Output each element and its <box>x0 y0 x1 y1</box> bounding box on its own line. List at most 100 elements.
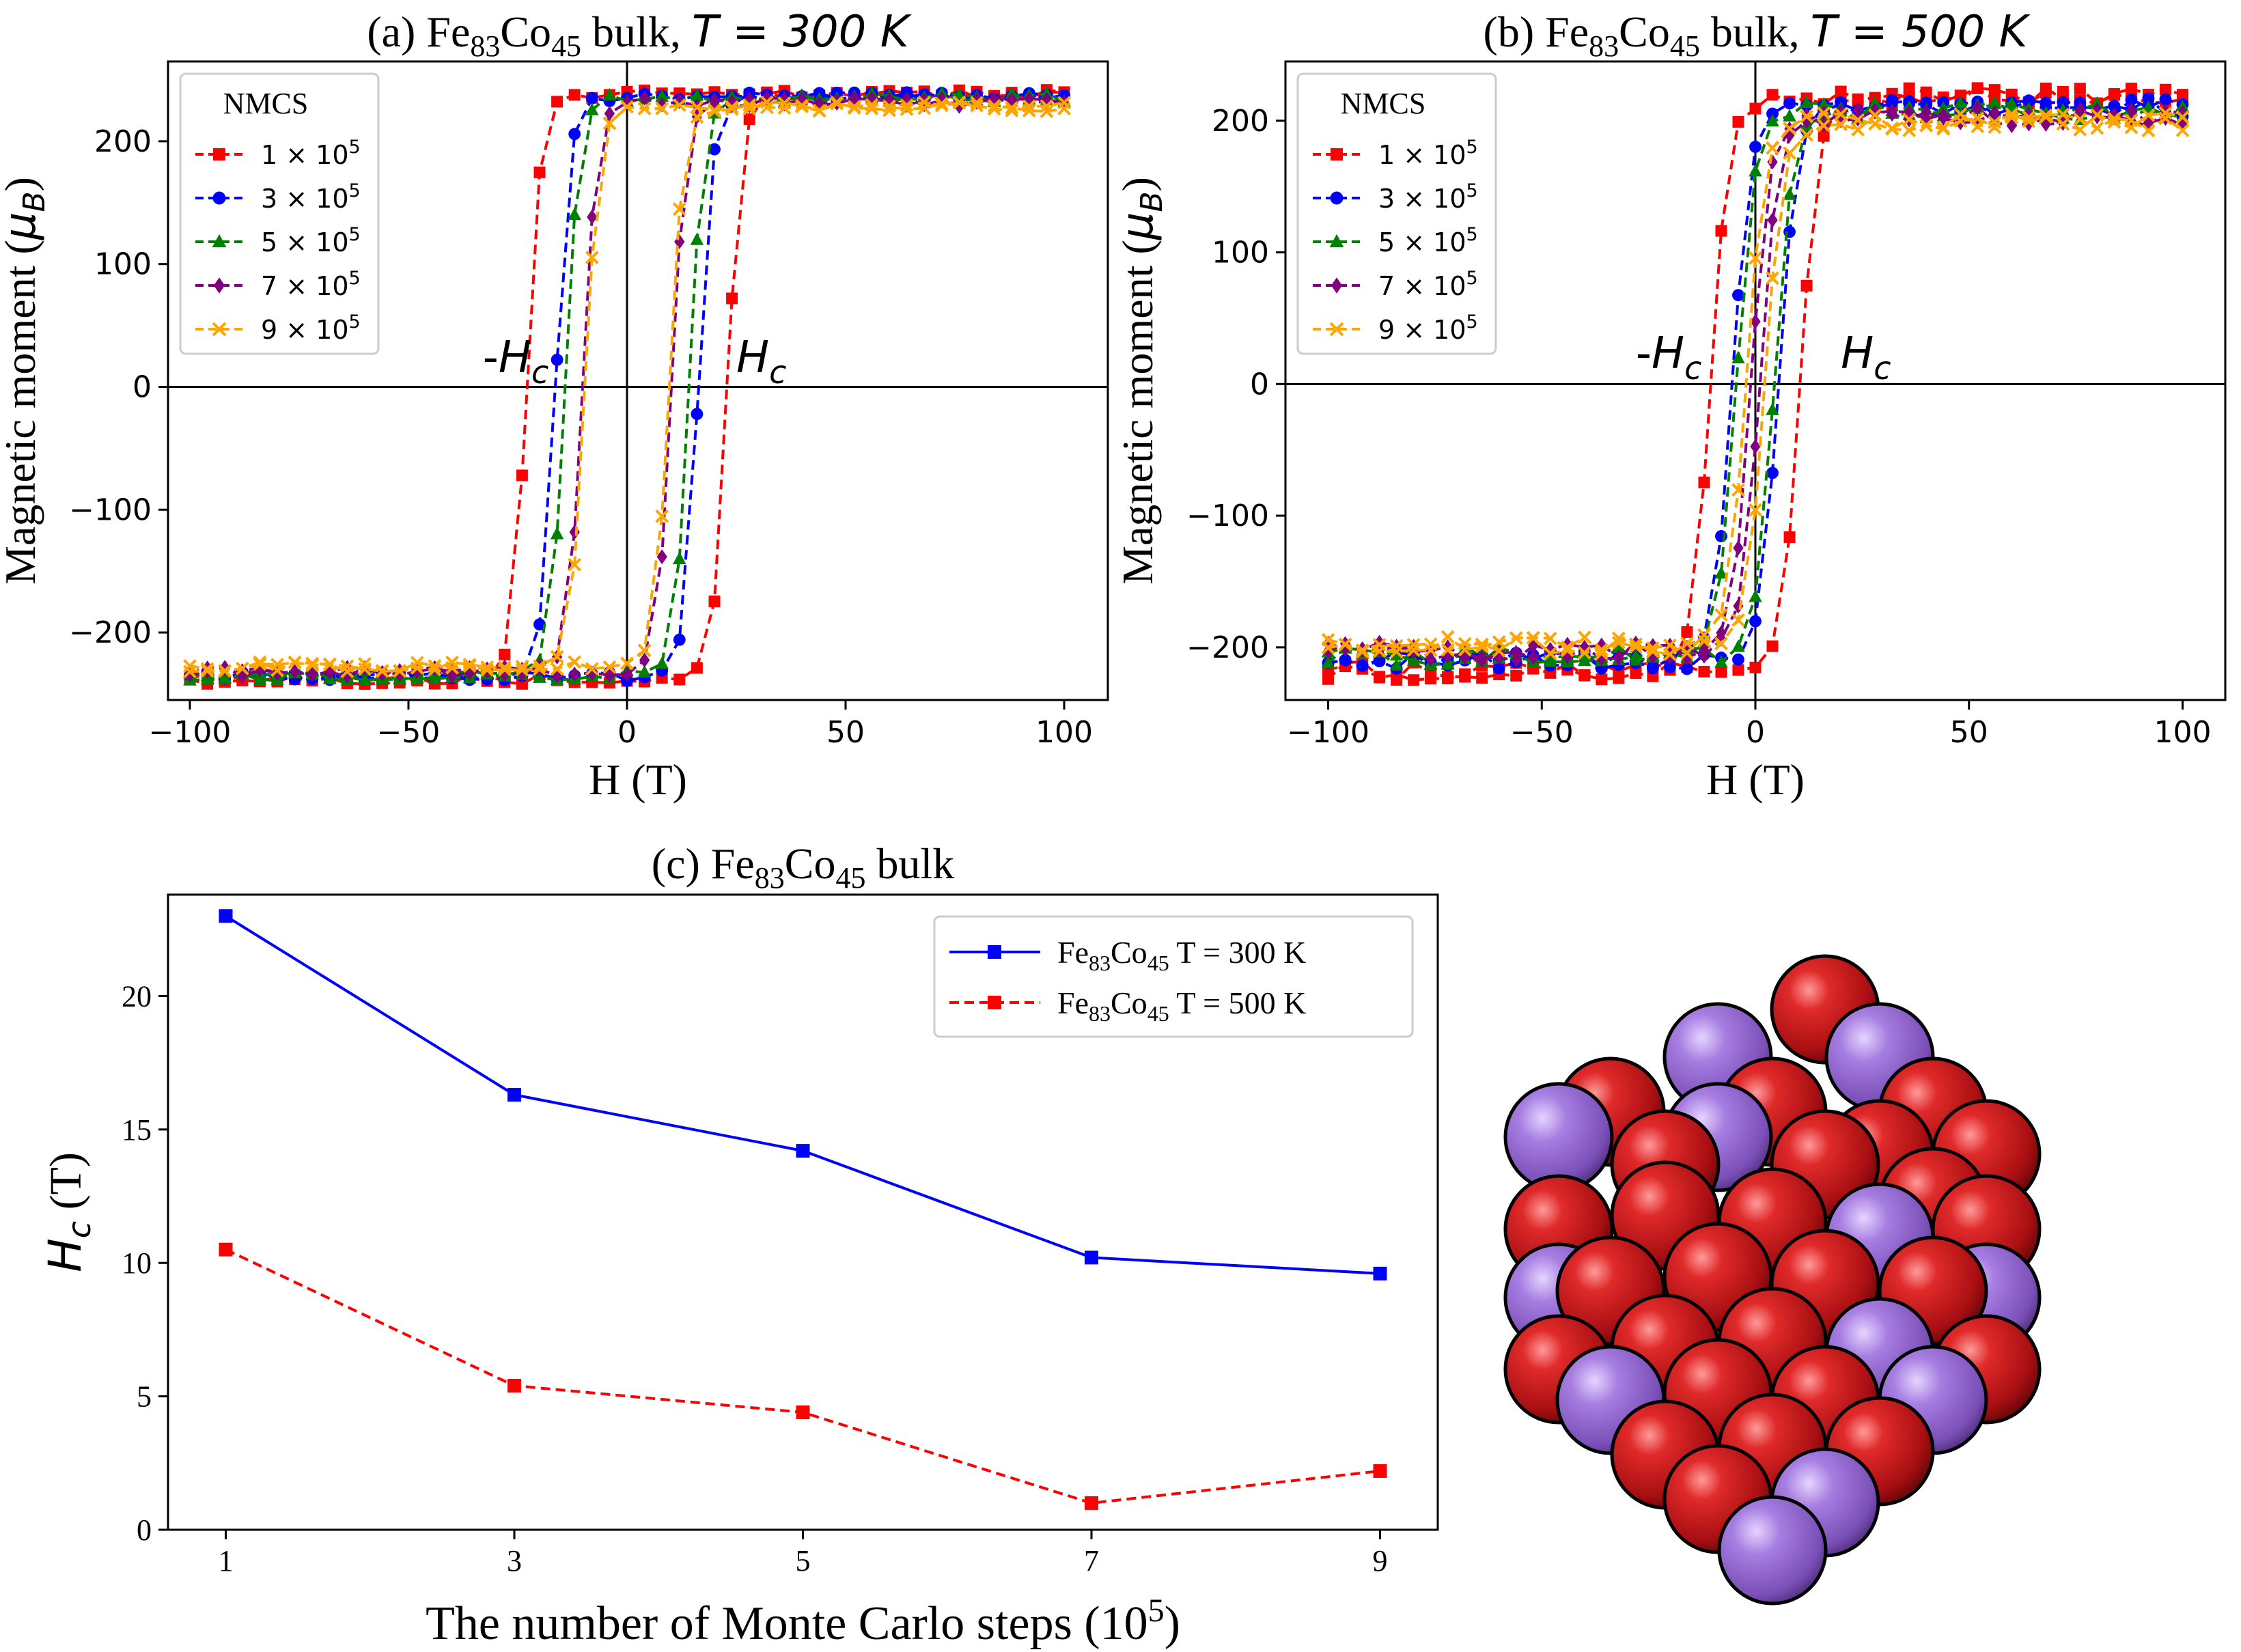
data-point <box>1389 658 1404 671</box>
data-point <box>1766 402 1779 415</box>
data-point <box>1834 107 1848 122</box>
data-point <box>1509 631 1523 645</box>
legend-marker <box>988 996 1001 1009</box>
data-point <box>1750 313 1761 329</box>
data-point <box>1024 94 1035 110</box>
data-point <box>725 100 739 114</box>
data-point <box>1321 656 1335 669</box>
data-point <box>690 88 704 101</box>
data-point <box>673 673 686 686</box>
data-point <box>1766 640 1779 652</box>
data-point <box>1662 638 1677 652</box>
data-point <box>952 96 966 110</box>
data-point <box>726 94 738 110</box>
text-part: Magnetic moment ( <box>1113 240 1162 585</box>
data-point <box>1869 104 1880 120</box>
text-part: 45 <box>551 29 581 63</box>
data-point <box>2141 108 2156 122</box>
data-point <box>1406 638 1421 652</box>
data-point <box>1579 640 1590 656</box>
x-tick-label: −100 <box>1287 715 1369 750</box>
data-point <box>1767 212 1778 228</box>
data-point <box>1697 628 1711 642</box>
data-point <box>1716 625 1727 641</box>
data-point <box>620 100 634 114</box>
data-point <box>1902 124 1917 137</box>
data-point <box>1458 643 1472 657</box>
data-point <box>656 549 667 565</box>
text-part: μ <box>0 212 46 241</box>
legend-item: 1 × 105 <box>1313 137 1478 170</box>
data-point <box>1578 649 1591 662</box>
data-point <box>1936 101 1950 114</box>
data-point <box>1903 82 1915 94</box>
data-point <box>2107 115 2121 129</box>
annotation-hc: -Hc <box>1636 328 1702 387</box>
legend-marker <box>988 945 1001 959</box>
data-point <box>507 1378 521 1392</box>
data-point <box>2159 83 2171 96</box>
text-part: 3 × 10 <box>1378 184 1466 214</box>
data-point <box>1560 643 1574 658</box>
text-part: 5 <box>1466 137 1478 158</box>
text-part: Co <box>785 839 836 888</box>
text-part: 1 × 10 <box>261 140 349 170</box>
text-part: 7 × 10 <box>261 271 349 301</box>
x-tick-label: 100 <box>1035 715 1093 750</box>
data-point <box>1477 650 1488 666</box>
data-point <box>1645 641 1660 655</box>
data-point <box>1714 636 1728 651</box>
data-point <box>585 102 599 115</box>
annotation-hc: Hc <box>1841 328 1891 387</box>
data-point <box>1698 476 1710 488</box>
data-point <box>1389 639 1404 653</box>
x-tick-label: 100 <box>2154 715 2211 750</box>
data-point <box>1732 653 1744 666</box>
data-point <box>410 656 424 670</box>
data-point <box>1443 648 1453 664</box>
legend-marker <box>212 322 227 337</box>
legend-item: 5 × 105 <box>195 224 361 257</box>
x-tick-label: 3 <box>507 1544 522 1578</box>
data-point <box>637 643 652 658</box>
data-point <box>1919 118 1934 132</box>
text-part: 5 <box>349 137 361 158</box>
data-point <box>2090 121 2104 135</box>
legend-box <box>179 72 380 355</box>
series-red <box>219 1242 1387 1510</box>
data-point <box>1953 114 1968 128</box>
text-part: 5 <box>349 268 361 289</box>
data-point <box>1406 653 1421 666</box>
legend-marker <box>1331 148 1343 160</box>
data-point <box>1731 613 1745 627</box>
data-point <box>1355 645 1369 659</box>
data-point <box>2039 108 2053 122</box>
data-point <box>497 660 512 675</box>
text-part: Co <box>1619 8 1670 56</box>
text-part: ) <box>1165 1597 1180 1650</box>
y-axis-label: Magnetic moment (μB) <box>0 177 52 585</box>
data-point <box>253 673 267 686</box>
data-point <box>1629 648 1643 662</box>
series-x <box>1321 106 2190 662</box>
data-point <box>2124 113 2139 128</box>
data-point <box>1938 107 1949 123</box>
data-point <box>1818 130 1830 142</box>
text-part: bulk, <box>1700 8 1811 56</box>
data-point <box>1372 644 1387 658</box>
text-part: Co <box>1111 985 1147 1020</box>
data-point <box>568 128 581 141</box>
text-part: 5 <box>349 180 361 201</box>
data-point <box>1543 646 1557 660</box>
data-point <box>568 655 582 669</box>
data-point <box>655 656 669 669</box>
y-tick-label: −100 <box>69 492 152 527</box>
data-point <box>1389 645 1404 659</box>
data-point <box>1714 655 1728 668</box>
data-point <box>516 469 528 481</box>
data-point <box>622 667 632 682</box>
data-point <box>375 664 389 678</box>
data-point <box>1732 115 1744 128</box>
data-point <box>1902 113 1917 126</box>
data-point <box>970 98 984 113</box>
